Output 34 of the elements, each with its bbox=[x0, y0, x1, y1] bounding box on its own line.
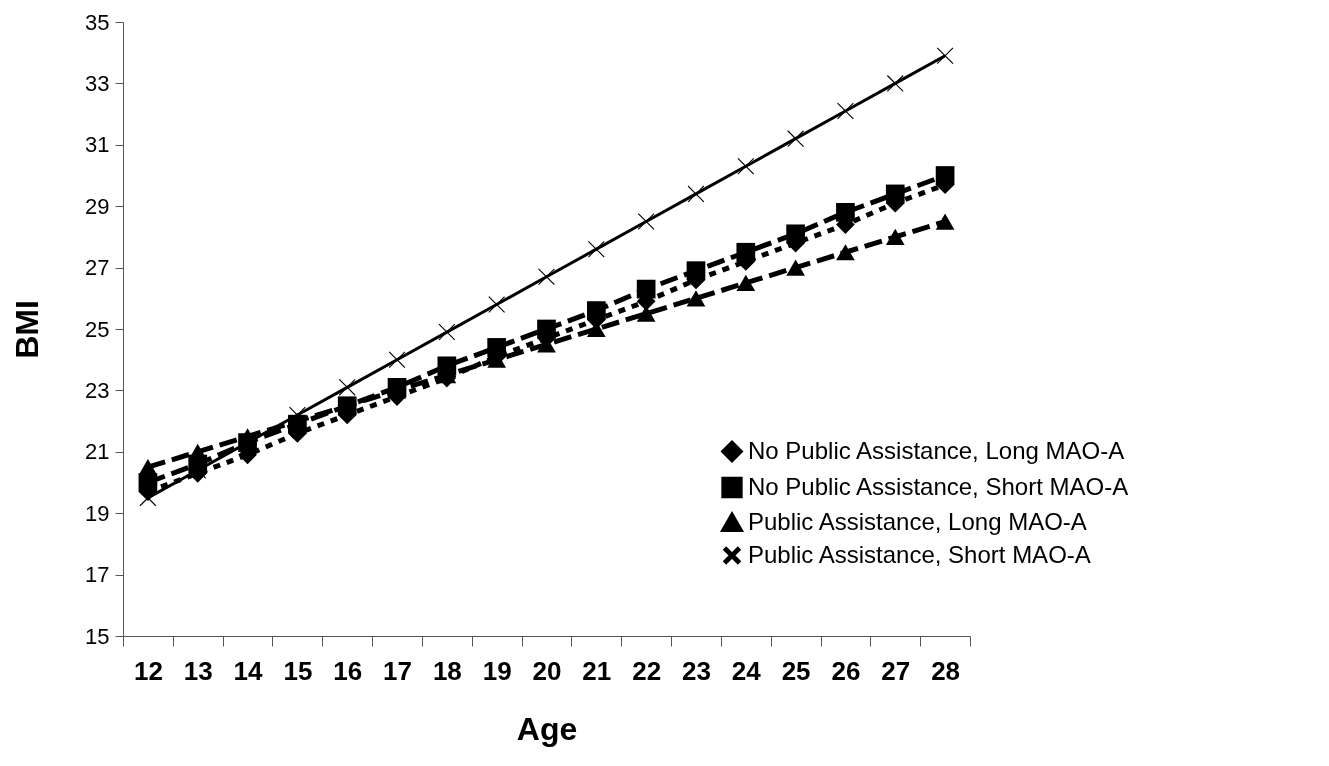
y-tick-label: 25 bbox=[85, 316, 110, 342]
legend-label: No Public Assistance, Long MAO-A bbox=[748, 436, 1125, 464]
x-tick-label: 20 bbox=[532, 655, 562, 686]
y-tick-label: 31 bbox=[85, 132, 110, 158]
x-tick-label: 13 bbox=[183, 655, 213, 686]
x-tick-label: 28 bbox=[931, 655, 961, 686]
y-tick-label: 19 bbox=[85, 500, 110, 526]
x-tick-label: 24 bbox=[731, 655, 762, 686]
x-tick-label: 14 bbox=[233, 655, 264, 686]
y-tick-label: 29 bbox=[85, 193, 110, 219]
legend-label: Public Assistance, Long MAO-A bbox=[748, 507, 1087, 535]
y-tick-label: 33 bbox=[85, 70, 110, 96]
x-tick-label: 15 bbox=[283, 655, 313, 686]
y-tick-label: 17 bbox=[85, 562, 110, 588]
x-tick-label: 27 bbox=[881, 655, 911, 686]
y-tick-label: 35 bbox=[85, 9, 110, 35]
y-tick-label: 27 bbox=[85, 255, 110, 281]
y-tick-label: 15 bbox=[85, 623, 110, 649]
x-tick-label: 16 bbox=[333, 655, 363, 686]
x-tick-label: 18 bbox=[432, 655, 462, 686]
y-axis-title: BMI bbox=[9, 300, 46, 359]
x-tick-label: 26 bbox=[831, 655, 861, 686]
x-tick-label: 23 bbox=[682, 655, 711, 686]
x-tick-label: 19 bbox=[482, 655, 512, 686]
legend-label: Public Assistance, Short MAO-A bbox=[748, 540, 1091, 568]
x-tick-label: 22 bbox=[632, 655, 662, 686]
x-tick-label: 12 bbox=[133, 655, 163, 686]
x-axis-title: Age bbox=[516, 710, 578, 747]
x-tick-label: 25 bbox=[781, 655, 811, 686]
y-tick-label: 21 bbox=[85, 439, 110, 465]
y-tick-label: 23 bbox=[85, 377, 110, 403]
legend-label: No Public Assistance, Short MAO-A bbox=[748, 472, 1129, 500]
x-tick-label: 17 bbox=[383, 655, 412, 686]
x-tick-label: 21 bbox=[582, 655, 612, 686]
